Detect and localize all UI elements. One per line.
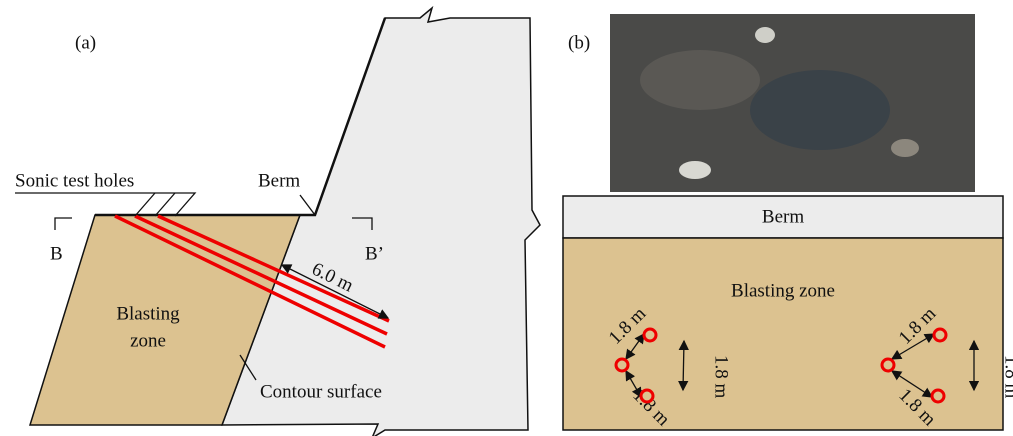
leader xyxy=(15,193,195,216)
annotation: Berm xyxy=(762,206,804,227)
spacing-label: 1.8 m xyxy=(711,355,732,399)
figure: (a) Sonic test holes Berm B B’ 6.0 m Bla… xyxy=(0,0,1013,436)
leader xyxy=(135,193,155,216)
panel-b: (b) Berm Blasting zone 1.8 m1.8 m1.8 m1.… xyxy=(563,14,1013,430)
section-label: B xyxy=(50,243,63,264)
leader xyxy=(300,195,315,215)
spacing-label: 1.8 m xyxy=(1001,355,1013,399)
panel-label: (b) xyxy=(568,32,590,53)
annotation: Sonic test holes xyxy=(15,170,134,191)
section-mark xyxy=(55,218,72,230)
zone-label: zone xyxy=(130,330,166,351)
panel-label: (a) xyxy=(75,32,96,53)
zone-label: Blasting xyxy=(116,303,180,324)
leader xyxy=(155,193,175,216)
section-label: B’ xyxy=(365,243,384,264)
photo-detail xyxy=(750,70,890,150)
panel-a: (a) Sonic test holes Berm B B’ 6.0 m Bla… xyxy=(15,8,540,436)
annotation: Blasting zone xyxy=(731,280,835,301)
photo-detail xyxy=(755,27,775,43)
photo-detail xyxy=(891,139,919,157)
photo-detail xyxy=(679,161,711,179)
annotation: Berm xyxy=(258,170,300,191)
photo-detail xyxy=(640,50,760,110)
annotation: Contour surface xyxy=(260,381,382,402)
